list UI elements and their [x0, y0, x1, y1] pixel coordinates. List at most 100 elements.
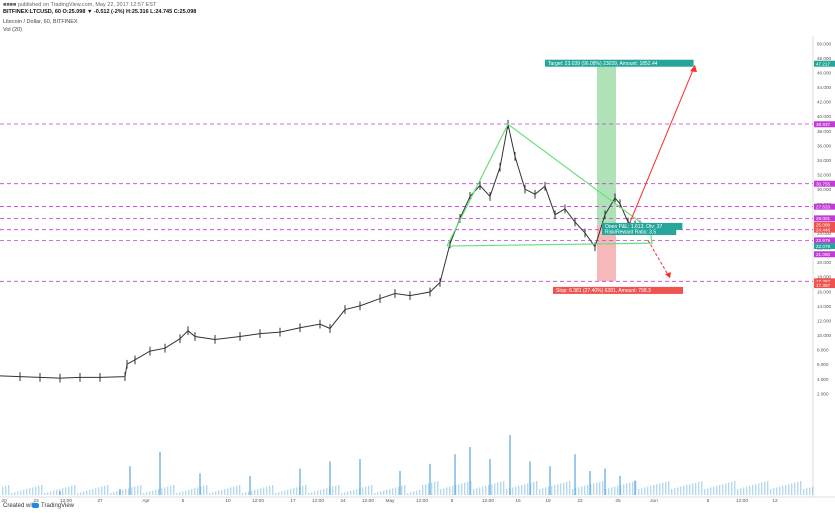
- volume-tick: [62, 488, 64, 495]
- annotation-box-0: [545, 59, 694, 67]
- chart-title: Litecoin / Dollar, 60, BITFINEX: [3, 19, 78, 25]
- volume-bar-15: [529, 461, 531, 495]
- volume-tick: [764, 481, 766, 495]
- volume-tick: [536, 481, 538, 495]
- volume-tick: [482, 486, 484, 495]
- volume-tick: [518, 485, 520, 495]
- volume-tick: [569, 481, 571, 495]
- volume-tick: [248, 491, 250, 495]
- volume-tick: [32, 487, 34, 495]
- price-label-10: 17.367: [816, 279, 830, 284]
- volume-bar-18: [589, 471, 591, 495]
- volume-tick: [203, 485, 205, 495]
- volume-tick: [647, 486, 649, 495]
- volume-tick: [641, 488, 643, 495]
- volume-tick: [221, 489, 223, 495]
- y-tick-label-20: 10.000: [817, 333, 831, 338]
- tradingview-label: TradingView: [41, 503, 75, 510]
- price-label-8: 22.079: [816, 244, 830, 249]
- price-label-bg-10: [814, 278, 835, 285]
- volume-tick: [698, 481, 700, 495]
- volume-tick: [104, 485, 106, 495]
- y-tick-label-8: 34.000: [817, 158, 831, 163]
- y-tick-label-15: 20.000: [817, 260, 831, 265]
- volume-tick: [551, 485, 553, 495]
- volume-tick: [575, 488, 577, 495]
- volume-tick: [554, 485, 556, 495]
- volume-tick: [182, 491, 184, 495]
- volume-tick: [11, 493, 13, 495]
- volume-tick: [461, 483, 463, 495]
- volume-tick: [350, 490, 352, 495]
- volume-tick: [623, 484, 625, 495]
- volume-tick: [479, 487, 481, 495]
- volume-tick: [605, 489, 607, 495]
- volume-tick: [263, 487, 265, 495]
- volume-tick: [65, 487, 67, 495]
- volume-tick: [47, 492, 49, 495]
- volume-tick: [353, 489, 355, 495]
- y-tick-label-5: 40.000: [817, 114, 831, 119]
- volume-tick: [92, 489, 94, 495]
- volume-tick: [146, 492, 148, 495]
- volume-tick: [389, 489, 391, 495]
- volume-tick: [110, 493, 112, 495]
- volume-tick: [8, 485, 10, 495]
- volume-tick: [233, 486, 235, 495]
- symbol-ohlc-line: BITFINEX:LTCUSD, 60 O:25.098 ▼ -0.512 (-…: [3, 9, 197, 15]
- volume-tick: [251, 490, 253, 495]
- volume-tick: [503, 481, 505, 495]
- volume-tick: [686, 485, 688, 495]
- volume-tick: [155, 489, 157, 495]
- y-tick-label-7: 36.000: [817, 143, 831, 148]
- chart-header: ■■■■ published on TradingView.com, May 2…: [0, 0, 835, 36]
- volume-tick: [17, 491, 19, 495]
- volume-tick: [560, 483, 562, 495]
- tradingview-logo-icon: [32, 503, 39, 508]
- volume-tick: [629, 482, 631, 495]
- y-tick-label-23: 4.000: [817, 377, 829, 382]
- volume-tick: [173, 485, 175, 495]
- volume-tick: [785, 485, 787, 495]
- volume-tick: [215, 491, 217, 495]
- volume-tick: [593, 483, 595, 495]
- x-tick-label-11: 12:00: [362, 498, 374, 504]
- volume-tick: [269, 485, 271, 495]
- footer: Created with TradingView: [0, 501, 835, 513]
- volume-bar-3: [159, 451, 161, 495]
- volume-tick: [767, 481, 769, 495]
- price-label-bg-6: [814, 226, 835, 233]
- volume-tick: [317, 490, 319, 495]
- annotation-box-1: [602, 222, 683, 230]
- y-tick-label-18: 14.000: [817, 304, 831, 309]
- volume-tick: [410, 492, 412, 495]
- x-tick-label-22: 12:00: [736, 498, 748, 504]
- volume-tick: [626, 483, 628, 495]
- volume-tick: [581, 486, 583, 495]
- tradingview-brand[interactable]: TradingView: [32, 503, 74, 509]
- volume-tick: [194, 488, 196, 495]
- volume-tick: [533, 481, 535, 495]
- volume-bar-17: [574, 454, 576, 495]
- volume-tick: [98, 487, 100, 495]
- volume-tick: [779, 486, 781, 495]
- volume-tick: [614, 486, 616, 495]
- y-tick-label-0: 50.000: [817, 41, 831, 46]
- volume-tick: [473, 489, 475, 495]
- volume-tick: [284, 490, 286, 495]
- volume-tick: [224, 489, 226, 495]
- target-arrow: [627, 64, 696, 228]
- volume-tick: [344, 492, 346, 495]
- x-tick-label-18: 22: [577, 498, 583, 504]
- volume-tick: [356, 489, 358, 495]
- price-label-bg-2: [814, 180, 835, 187]
- price-series-line: [0, 124, 640, 379]
- volume-bar-5: [249, 475, 251, 495]
- volume-tick: [452, 485, 454, 495]
- volume-tick: [266, 486, 268, 495]
- volume-tick: [587, 485, 589, 495]
- volume-tick: [674, 488, 676, 495]
- stop-arrow-head: [665, 272, 671, 279]
- y-tick-label-16: 18.000: [817, 275, 831, 280]
